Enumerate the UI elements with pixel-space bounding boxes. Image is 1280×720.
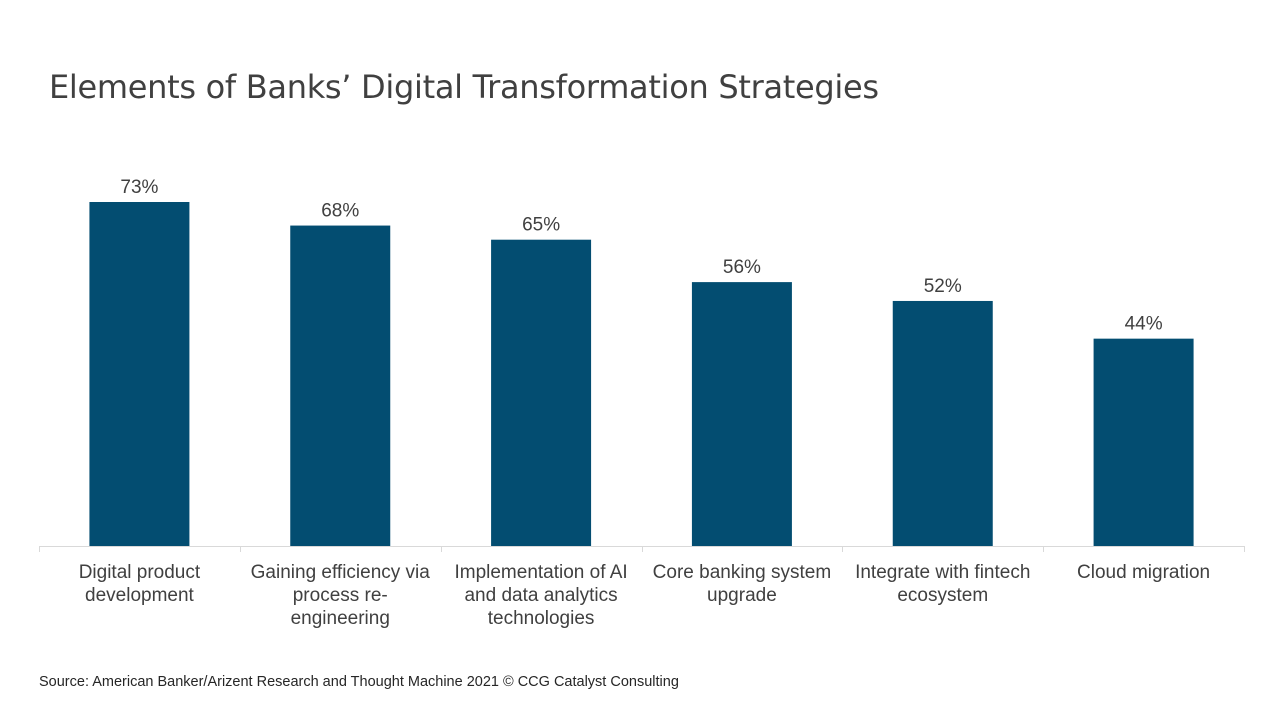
source-note: Source: American Banker/Arizent Research… [39,674,679,690]
data-label: 68% [321,201,359,222]
category-label: Implementation of AI [454,562,627,583]
category-label: process re- [293,585,388,606]
data-label: 52% [924,276,962,297]
category-label: ecosystem [897,585,988,606]
bar [290,225,391,546]
category-label: Integrate with fintech [855,562,1030,583]
bar [892,300,993,546]
data-label: 56% [723,257,761,278]
data-label: 65% [522,215,560,236]
category-label: Gaining efficiency via [251,562,431,583]
data-label: 44% [1125,314,1163,335]
bar [691,282,792,546]
category-label: upgrade [707,585,777,606]
bar [1093,338,1194,546]
category-label: and data analytics [464,585,617,606]
chart-title: Elements of Banks’ Digital Transformatio… [49,68,879,106]
x-axis [39,546,1245,552]
bars-group [89,202,1194,547]
data-label: 73% [120,177,158,198]
category-label: Core banking system [653,562,831,583]
category-label: engineering [291,608,390,629]
bar [89,202,190,546]
category-label: Digital product [79,562,201,583]
category-label: development [85,585,195,606]
data-labels-group: 73% 68% 65% 56% 52% 44% [120,177,1162,335]
category-label: Cloud migration [1077,562,1210,583]
category-label: technologies [488,608,595,629]
bar [491,239,592,547]
